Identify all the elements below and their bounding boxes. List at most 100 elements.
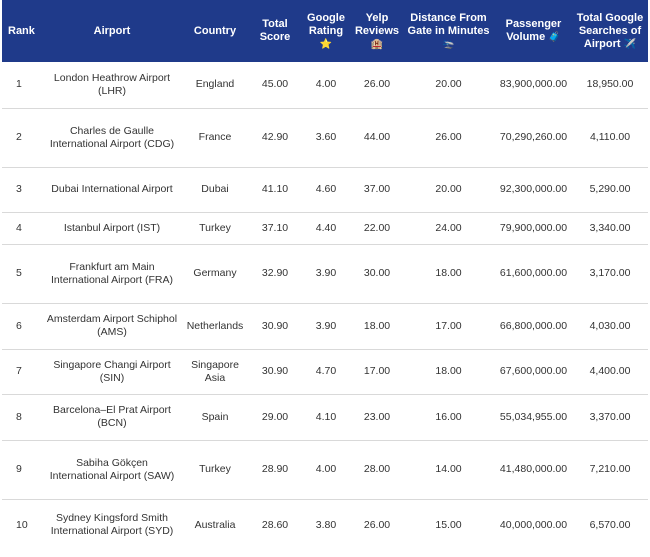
header-google-rating-label: Google Rating — [307, 11, 345, 37]
luggage-icon: 🧳 — [548, 32, 561, 43]
header-rank-label: Rank — [8, 24, 35, 37]
total-score-cell: 37.10 — [250, 212, 300, 245]
google-rating-cell: 4.60 — [300, 167, 352, 213]
google-searches-cell: 3,170.00 — [572, 244, 648, 304]
passenger-volume-cell: 67,600,000.00 — [495, 349, 572, 395]
header-rank[interactable]: Rank — [2, 0, 44, 62]
google-searches-cell: 3,340.00 — [572, 212, 648, 245]
airplane-icon: ✈️ — [623, 38, 637, 50]
total-score-cell: 28.90 — [250, 440, 300, 500]
google-rating-cell: 4.00 — [300, 62, 352, 109]
airport-cell: Singapore Changi Airport (SIN) — [44, 349, 180, 395]
hotel-icon: 🏨 — [370, 38, 384, 50]
table-row: 9 Sabiha Gökçen International Airport (S… — [2, 440, 648, 500]
header-google-searches-label: Total Google Searches of Airport — [576, 11, 644, 50]
airport-cell: Amsterdam Airport Schiphol (AMS) — [44, 303, 180, 350]
header-distance[interactable]: Distance From Gate in Minutes 🛬 — [402, 0, 495, 62]
airport-cell: Charles de Gaulle International Airport … — [44, 108, 180, 168]
distance-cell: 16.00 — [402, 394, 495, 441]
rank-cell: 5 — [2, 244, 44, 304]
total-score-cell: 30.90 — [250, 303, 300, 350]
airport-cell: London Heathrow Airport (LHR) — [44, 62, 180, 109]
passenger-volume-cell: 61,600,000.00 — [495, 244, 572, 304]
country-cell: Germany — [180, 244, 250, 304]
total-score-cell: 41.10 — [250, 167, 300, 213]
google-rating-cell: 4.00 — [300, 440, 352, 500]
header-total-score[interactable]: Total Score — [250, 0, 300, 62]
header-google-searches[interactable]: Total Google Searches of Airport ✈️ — [572, 0, 648, 62]
header-row: Rank Airport Country Total Score Google … — [2, 0, 648, 62]
country-cell: Netherlands — [180, 303, 250, 350]
google-rating-cell: 3.80 — [315, 518, 337, 531]
google-searches-cell: 4,030.00 — [572, 303, 648, 350]
google-rating-cell: 4.70 — [300, 349, 352, 395]
passenger-volume-cell: 70,290,260.00 — [495, 108, 572, 168]
table-row: 7 Singapore Changi Airport (SIN) Singapo… — [2, 349, 648, 395]
header-yelp-reviews[interactable]: Yelp Reviews 🏨 — [352, 0, 402, 62]
country-cell: Turkey — [180, 440, 250, 500]
rank-cell: 6 — [2, 303, 44, 350]
google-searches-cell: 18,950.00 — [572, 62, 648, 109]
distance-cell: 18.00 — [402, 244, 495, 304]
table-row: 1 London Heathrow Airport (LHR) England … — [2, 62, 648, 109]
rank-cell: 1 — [2, 62, 44, 109]
table-row: 6 Amsterdam Airport Schiphol (AMS) Nethe… — [2, 303, 648, 350]
airport-cell: Frankfurt am Main International Airport … — [44, 244, 180, 304]
yelp-reviews-cell: 18.00 — [352, 303, 402, 350]
total-score-cell: 45.00 — [250, 62, 300, 109]
distance-cell: 14.00 — [402, 440, 495, 500]
header-country[interactable]: Country — [180, 0, 250, 62]
airport-cell: Istanbul Airport (IST) — [44, 212, 180, 245]
distance-cell: 20.00 — [402, 62, 495, 109]
table-row: 5 Frankfurt am Main International Airpor… — [2, 244, 648, 304]
yelp-reviews-cell: 26.00 — [363, 518, 391, 531]
distance-cell: 20.00 — [402, 167, 495, 213]
yelp-reviews-cell: 37.00 — [352, 167, 402, 213]
google-searches-cell: 4,110.00 — [572, 108, 648, 168]
google-rating-cell: 4.10 — [300, 394, 352, 441]
google-rating-cell: 4.40 — [300, 212, 352, 245]
total-score-cell: 30.90 — [250, 349, 300, 395]
airport-cell: Dubai International Airport — [44, 167, 180, 213]
passenger-volume-cell: 40,000,000.00 — [499, 518, 568, 531]
yelp-reviews-cell: 26.00 — [352, 62, 402, 109]
yelp-reviews-cell: 30.00 — [352, 244, 402, 304]
airport-cell: Sydney Kingsford Smith International Air… — [50, 512, 174, 538]
yelp-reviews-cell: 22.00 — [352, 212, 402, 245]
header-passenger-volume[interactable]: Passenger Volume 🧳 — [495, 0, 572, 62]
google-rating-cell: 3.90 — [300, 244, 352, 304]
google-rating-cell: 3.90 — [300, 303, 352, 350]
passenger-volume-cell: 79,900,000.00 — [495, 212, 572, 245]
google-searches-cell: 4,400.00 — [572, 349, 648, 395]
passenger-volume-cell: 66,800,000.00 — [495, 303, 572, 350]
star-icon: ⭐ — [319, 38, 333, 50]
header-airport[interactable]: Airport — [44, 0, 180, 62]
country-cell: Dubai — [180, 167, 250, 213]
header-passenger-volume-label: Passenger Volume — [505, 18, 562, 43]
country-cell: Turkey — [180, 212, 250, 245]
total-score-cell: 29.00 — [250, 394, 300, 441]
country-cell: Singapore Asia — [180, 349, 250, 395]
header-country-label: Country — [193, 24, 237, 37]
table-row: 8 Barcelona–El Prat Airport (BCN) Spain … — [2, 394, 648, 441]
google-rating-cell: 3.60 — [300, 108, 352, 168]
header-distance-label: Distance From Gate in Minutes — [407, 11, 490, 37]
distance-cell: 15.00 — [435, 518, 462, 531]
table-row: 2 Charles de Gaulle International Airpor… — [2, 108, 648, 168]
total-score-cell: 32.90 — [250, 244, 300, 304]
google-searches-cell: 6,570.00 — [589, 518, 631, 531]
table-row: 3 Dubai International Airport Dubai 41.1… — [2, 167, 648, 213]
rank-cell: 2 — [2, 108, 44, 168]
airplane-arrival-icon: 🛬 — [442, 38, 455, 50]
rank-cell: 8 — [2, 394, 44, 441]
airport-cell: Sabiha Gökçen International Airport (SAW… — [44, 440, 180, 500]
google-searches-cell: 3,370.00 — [572, 394, 648, 441]
airport-cell: Barcelona–El Prat Airport (BCN) — [44, 394, 180, 441]
header-total-score-label: Total Score — [259, 18, 291, 43]
header-google-rating[interactable]: Google Rating ⭐ — [300, 0, 352, 62]
passenger-volume-cell: 41,480,000.00 — [495, 440, 572, 500]
total-score-cell: 28.60 — [261, 518, 289, 531]
rank-cell: 10 — [16, 518, 28, 531]
country-cell: Spain — [180, 394, 250, 441]
